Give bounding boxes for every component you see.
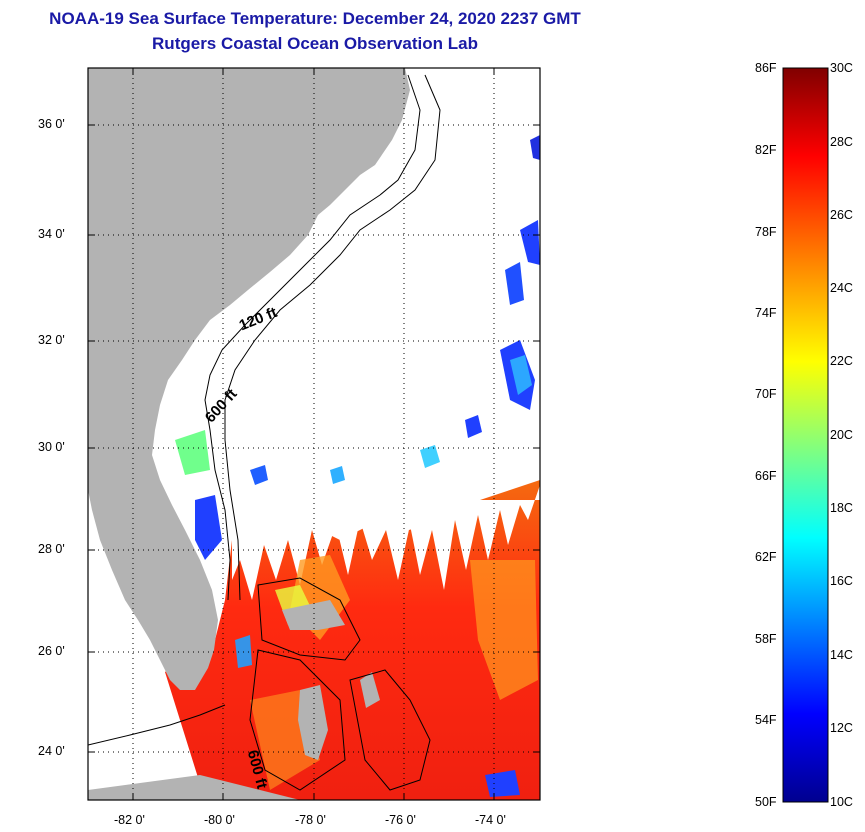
colorbar-c-label-28: 28C xyxy=(830,135,853,149)
sst-orange-patch-east xyxy=(470,560,538,700)
colorbar-c-label-16: 16C xyxy=(830,574,853,588)
lat-label-34: 34 0' xyxy=(38,227,65,241)
bahamas-eleuthera xyxy=(360,672,380,708)
lat-label-36: 36 0' xyxy=(38,117,65,131)
lon-label-82: -82 0' xyxy=(114,813,145,827)
sst-fleck-2 xyxy=(420,445,440,468)
sst-cool-patch-nc xyxy=(505,262,524,305)
isobath-bahamas xyxy=(257,577,361,661)
lon-label-80: -80 0' xyxy=(204,813,235,827)
lat-label-32: 32 0' xyxy=(38,333,65,347)
map-title: NOAA-19 Sea Surface Temperature: Decembe… xyxy=(49,9,581,28)
cloud-edge xyxy=(232,485,540,600)
sst-cool-patch-ne xyxy=(520,220,540,265)
colorbar-c-label-14: 14C xyxy=(830,648,853,662)
sst-green-patch xyxy=(175,430,210,475)
colorbar-f-label-54: 54F xyxy=(755,713,777,727)
colorbar-f-label-50: 50F xyxy=(755,795,777,809)
graticule xyxy=(88,68,540,800)
sst-cool-patch-north-2 xyxy=(510,355,532,395)
isobath-florida-straits xyxy=(88,704,226,746)
lat-label-30: 30 0' xyxy=(38,440,65,454)
colorbar-f-label-82: 82F xyxy=(755,143,777,157)
colorbar-f-label-74: 74F xyxy=(755,306,777,320)
lon-label-74: -74 0' xyxy=(475,813,506,827)
colorbar-f-label-86: 86F xyxy=(755,61,777,75)
land-us-coast xyxy=(88,68,410,690)
colorbar-c-label-22: 22C xyxy=(830,354,853,368)
isobath-120ft xyxy=(204,74,421,601)
colorbar xyxy=(782,67,829,803)
isobath-bahamas-east xyxy=(349,669,431,791)
sst-fleck-3 xyxy=(465,415,482,438)
colorbar-f-label-70: 70F xyxy=(755,387,777,401)
map-area xyxy=(88,68,540,800)
isobath-600ft xyxy=(224,74,441,601)
colorbar-c-label-20: 20C xyxy=(830,428,853,442)
lat-label-28: 28 0' xyxy=(38,542,65,556)
colorbar-c-label-18: 18C xyxy=(830,501,853,515)
lat-label-24: 24 0' xyxy=(38,744,65,758)
colorbar-f-label-66: 66F xyxy=(755,469,777,483)
land-cuba xyxy=(88,775,300,800)
lon-label-78: -78 0' xyxy=(295,813,326,827)
bahamas-andros xyxy=(298,685,328,760)
lon-label-76: -76 0' xyxy=(385,813,416,827)
isobath-bahamas-south xyxy=(249,649,346,791)
colorbar-f-label-78: 78F xyxy=(755,225,777,239)
lat-label-26: 26 0' xyxy=(38,644,65,658)
colorbar-f-label-62: 62F xyxy=(755,550,777,564)
colorbar-c-label-12: 12C xyxy=(830,721,853,735)
sst-cool-patch-top xyxy=(530,135,540,160)
colorbar-c-label-30: 30C xyxy=(830,61,853,75)
colorbar-c-label-24: 24C xyxy=(830,281,853,295)
colorbar-c-label-10: 10C xyxy=(830,795,853,809)
colorbar-f-label-58: 58F xyxy=(755,632,777,646)
sst-fleck-1 xyxy=(250,465,268,485)
sst-cool-patch-florida xyxy=(195,495,222,560)
colorbar-c-label-26: 26C xyxy=(830,208,853,222)
sst-blue-patch-south xyxy=(485,770,520,797)
map-subtitle: Rutgers Coastal Ocean Observation Lab xyxy=(152,34,478,53)
bahamas-grand-bahama xyxy=(282,600,345,630)
axis-ticks xyxy=(88,68,540,800)
sst-fleck-4 xyxy=(330,466,345,484)
